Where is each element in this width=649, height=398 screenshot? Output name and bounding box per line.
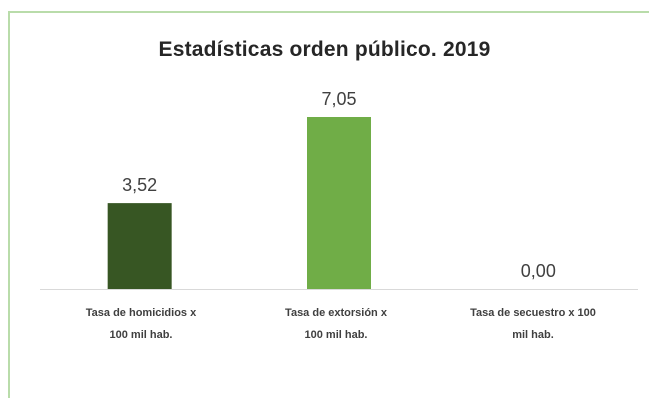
category-label-line: 100 mil hab. — [304, 329, 368, 341]
bar-1 — [307, 117, 371, 289]
category-label-line: Tasa de secuestro x 100 — [470, 307, 596, 319]
chart-title: Estadísticas orden público. 2019 — [158, 38, 491, 61]
data-label-1: 7,05 — [321, 89, 356, 109]
bar-0 — [107, 203, 172, 289]
category-label-line: Tasa de extorsión x — [285, 307, 387, 319]
chart-frame — [8, 11, 649, 398]
data-label-2: 0,00 — [521, 261, 556, 281]
category-label-line: mil hab. — [512, 329, 554, 341]
category-label-homicidios: Tasa de homicidios x 100 mil hab. — [41, 302, 241, 346]
data-label-0: 3,52 — [122, 175, 157, 195]
category-label-line: 100 mil hab. — [109, 329, 173, 341]
category-label-extorsion: Tasa de extorsión x 100 mil hab. — [236, 302, 436, 346]
category-label-line: Tasa de homicidios x — [85, 307, 197, 319]
category-label-secuestro: Tasa de secuestro x 100 mil hab. — [433, 302, 633, 346]
